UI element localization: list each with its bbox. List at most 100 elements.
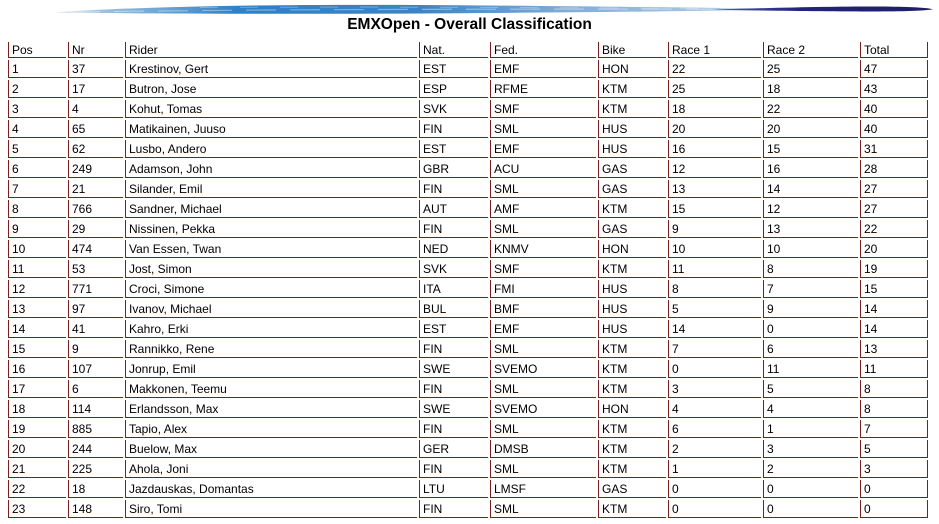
cell-race2: 2: [763, 460, 858, 478]
cell-race1: 9: [668, 220, 761, 238]
table-row: 1 37 Krestinov, Gert EST EMF HON 22 25 47: [8, 60, 928, 78]
cell-fed: SML: [490, 220, 596, 238]
cell-nr: 9: [68, 340, 123, 358]
classification-table: Pos Nr Rider Nat. Fed. Bike Race 1 Race …: [6, 40, 930, 520]
cell-nr: 21: [68, 180, 123, 198]
cell-pos: 13: [8, 300, 66, 318]
cell-pos: 6: [8, 160, 66, 178]
cell-total: 31: [860, 140, 928, 158]
cell-nr: 29: [68, 220, 123, 238]
cell-race2: 13: [763, 220, 858, 238]
cell-race2: 1: [763, 420, 858, 438]
cell-rider: Buelow, Max: [125, 440, 417, 458]
cell-bike: KTM: [598, 100, 666, 118]
cell-nat: LTU: [419, 480, 488, 498]
cell-fed: SML: [490, 180, 596, 198]
cell-total: 27: [860, 200, 928, 218]
col-header-fed: Fed.: [490, 42, 596, 58]
table-row: 13 97 Ivanov, Michael BUL BMF HUS 5 9 14: [8, 300, 928, 318]
cell-race1: 7: [668, 340, 761, 358]
cell-pos: 8: [8, 200, 66, 218]
cell-total: 47: [860, 60, 928, 78]
cell-race1: 8: [668, 280, 761, 298]
cell-race2: 10: [763, 240, 858, 258]
cell-fed: EMF: [490, 140, 596, 158]
cell-race1: 18: [668, 100, 761, 118]
cell-race2: 8: [763, 260, 858, 278]
cell-nat: GER: [419, 440, 488, 458]
cell-race2: 7: [763, 280, 858, 298]
cell-race2: 20: [763, 120, 858, 138]
cell-pos: 19: [8, 420, 66, 438]
cell-total: 22: [860, 220, 928, 238]
cell-pos: 20: [8, 440, 66, 458]
cell-rider: Tapio, Alex: [125, 420, 417, 438]
cell-race1: 13: [668, 180, 761, 198]
cell-pos: 1: [8, 60, 66, 78]
cell-total: 3: [860, 460, 928, 478]
cell-race1: 14: [668, 320, 761, 338]
cell-race1: 6: [668, 420, 761, 438]
cell-race2: 12: [763, 200, 858, 218]
cell-total: 20: [860, 240, 928, 258]
table-row: 7 21 Silander, Emil FIN SML GAS 13 14 27: [8, 180, 928, 198]
cell-bike: KTM: [598, 340, 666, 358]
cell-bike: HON: [598, 60, 666, 78]
swoosh-streak-1: [69, 8, 771, 13]
cell-rider: Silander, Emil: [125, 180, 417, 198]
col-header-nr: Nr: [68, 42, 123, 58]
cell-pos: 2: [8, 80, 66, 98]
col-header-race2: Race 2: [763, 42, 858, 58]
cell-nat: NED: [419, 240, 488, 258]
cell-race1: 12: [668, 160, 761, 178]
col-header-bike: Bike: [598, 42, 666, 58]
cell-fed: SMF: [490, 100, 596, 118]
cell-total: 8: [860, 400, 928, 418]
cell-nr: 4: [68, 100, 123, 118]
cell-race1: 15: [668, 200, 761, 218]
cell-rider: Nissinen, Pekka: [125, 220, 417, 238]
table-row: 8 766 Sandner, Michael AUT AMF KTM 15 12 27: [8, 200, 928, 218]
cell-nat: BUL: [419, 300, 488, 318]
cell-nr: 244: [68, 440, 123, 458]
table-row: 18 114 Erlandsson, Max SWE SVEMO HON 4 4 8: [8, 400, 928, 418]
cell-nat: AUT: [419, 200, 488, 218]
cell-bike: KTM: [598, 440, 666, 458]
cell-bike: HUS: [598, 120, 666, 138]
cell-bike: HUS: [598, 140, 666, 158]
cell-race1: 4: [668, 400, 761, 418]
cell-rider: Lusbo, Andero: [125, 140, 417, 158]
swoosh-light-stroke: [55, 4, 782, 14]
cell-race2: 14: [763, 180, 858, 198]
cell-pos: 12: [8, 280, 66, 298]
page-title: EMXOpen - Overall Classification: [347, 16, 592, 33]
cell-rider: Kahro, Erki: [125, 320, 417, 338]
cell-pos: 7: [8, 180, 66, 198]
cell-race1: 2: [668, 440, 761, 458]
cell-bike: KTM: [598, 200, 666, 218]
cell-nr: 107: [68, 360, 123, 378]
cell-nr: 53: [68, 260, 123, 278]
cell-total: 40: [860, 100, 928, 118]
cell-race2: 15: [763, 140, 858, 158]
cell-race1: 0: [668, 500, 761, 518]
cell-fed: SMF: [490, 260, 596, 278]
cell-race2: 16: [763, 160, 858, 178]
cell-bike: GAS: [598, 160, 666, 178]
table-row: 15 9 Rannikko, Rene FIN SML KTM 7 6 13: [8, 340, 928, 358]
cell-nat: ESP: [419, 80, 488, 98]
cell-nr: 114: [68, 400, 123, 418]
cell-rider: Jonrup, Emil: [125, 360, 417, 378]
cell-bike: GAS: [598, 220, 666, 238]
cell-race2: 0: [763, 480, 858, 498]
cell-nr: 225: [68, 460, 123, 478]
cell-fed: BMF: [490, 300, 596, 318]
cell-race1: 5: [668, 300, 761, 318]
table-row: 21 225 Ahola, Joni FIN SML KTM 1 2 3: [8, 460, 928, 478]
table-row: 11 53 Jost, Simon SVK SMF KTM 11 8 19: [8, 260, 928, 278]
cell-nr: 65: [68, 120, 123, 138]
cell-total: 8: [860, 380, 928, 398]
cell-race1: 0: [668, 480, 761, 498]
cell-fed: FMI: [490, 280, 596, 298]
cell-race1: 10: [668, 240, 761, 258]
